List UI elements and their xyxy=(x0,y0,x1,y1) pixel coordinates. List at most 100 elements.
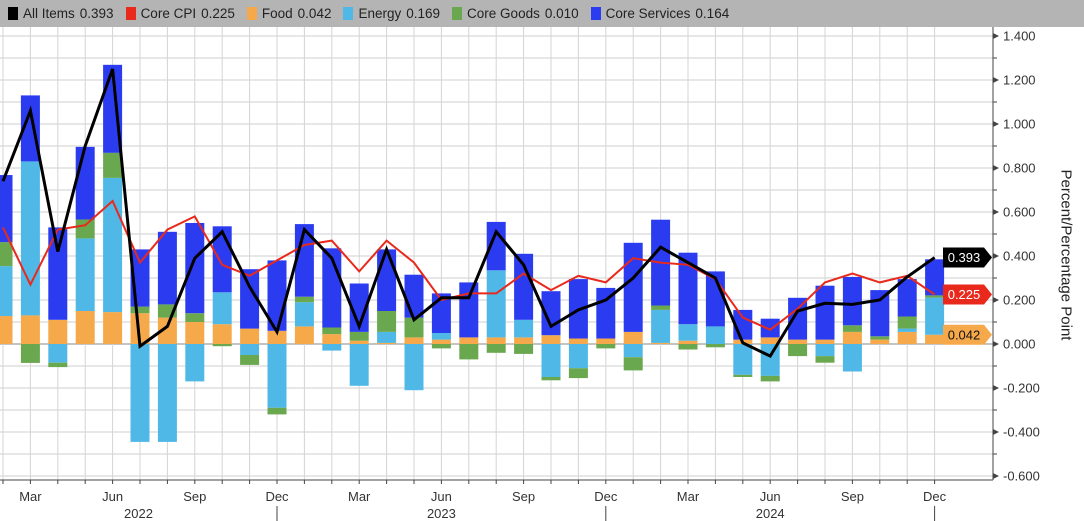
bar-services-2024-09 xyxy=(842,276,862,326)
bar-goods-2022-10 xyxy=(212,344,232,347)
bar-food-2023-01 xyxy=(294,326,314,344)
bar-food-2022-10 xyxy=(212,324,232,344)
bar-goods-2024-03 xyxy=(678,344,698,350)
line-all xyxy=(1,68,936,359)
bar-energy-2024-05 xyxy=(733,344,753,375)
last-value-label: 0.042 xyxy=(948,327,981,342)
bar-services-2022-04 xyxy=(48,227,68,320)
legend-swatch xyxy=(343,7,354,20)
y-tick-label: -0.600 xyxy=(1003,469,1040,484)
year-label: 2023 xyxy=(427,506,456,521)
bar-goods-2022-06 xyxy=(103,152,123,178)
bar-goods-2023-10 xyxy=(541,377,561,381)
x-tick-label: Jun xyxy=(760,489,781,504)
bar-energy-2024-02 xyxy=(651,309,671,343)
bar-services-2024-01 xyxy=(623,242,643,332)
bar-goods-2023-02 xyxy=(322,327,342,335)
bar-energy-2023-03 xyxy=(349,344,369,386)
y-tick-label: -0.200 xyxy=(1003,381,1040,396)
bar-food-2022-08 xyxy=(157,317,177,344)
bar-food-2024-06 xyxy=(760,337,780,344)
year-label: 2024 xyxy=(756,506,785,521)
bar-energy-2024-09 xyxy=(842,344,862,372)
bar-food-2022-06 xyxy=(103,312,123,344)
bar-food-2023-10 xyxy=(541,335,561,344)
bar-services-2022-03 xyxy=(20,95,40,162)
bar-food-2022-11 xyxy=(240,328,260,344)
y-tick-label: 1.000 xyxy=(1003,117,1036,132)
bar-energy-2023-06 xyxy=(431,333,451,340)
bar-energy-2022-05 xyxy=(75,238,95,311)
bar-food-2022-07 xyxy=(130,313,150,344)
y-tick-marker xyxy=(993,209,999,215)
bar-food-2024-11 xyxy=(897,331,917,344)
legend-item-energy: Energy 0.169 xyxy=(343,6,440,21)
last-value-label: 0.225 xyxy=(948,287,981,302)
legend-item-all: All Items 0.393 xyxy=(8,6,114,21)
bar-energy-2023-04 xyxy=(377,331,397,343)
legend-swatch xyxy=(246,7,257,20)
bar-goods-2024-10 xyxy=(870,336,890,340)
bar-services-2024-07 xyxy=(788,297,808,340)
y-tick-marker xyxy=(993,33,999,39)
legend-value: 0.164 xyxy=(695,6,730,21)
last-value-label: 0.393 xyxy=(948,250,981,265)
legend-item-services: Core Services 0.164 xyxy=(590,6,730,21)
legend-value: 0.393 xyxy=(79,6,114,21)
y-tick-marker xyxy=(993,297,999,303)
x-tick-label: Mar xyxy=(348,489,371,504)
last-value-badge xyxy=(943,284,992,305)
bar-food-2024-12 xyxy=(925,334,945,344)
bar-goods-2023-05 xyxy=(404,317,424,338)
bar-goods-2022-12 xyxy=(267,407,287,415)
bar-goods-2022-02 xyxy=(0,242,13,267)
legend-value: 0.169 xyxy=(406,6,441,21)
y-tick-label: 0.000 xyxy=(1003,337,1036,352)
bar-services-2024-06 xyxy=(760,318,780,338)
axis-background xyxy=(993,27,1084,521)
bar-goods-2024-06 xyxy=(760,375,780,382)
legend-label: Core Goods xyxy=(467,6,540,21)
bar-services-2024-12 xyxy=(925,259,945,296)
bar-goods-2023-04 xyxy=(377,311,397,332)
bar-goods-2022-04 xyxy=(48,362,68,368)
bar-food-2022-02 xyxy=(0,316,13,344)
legend-label: Core Services xyxy=(605,6,691,21)
bar-goods-2023-09 xyxy=(514,344,534,354)
bar-food-2022-12 xyxy=(267,330,287,344)
bar-goods-2023-12 xyxy=(596,344,616,349)
bar-energy-2024-06 xyxy=(760,344,780,376)
legend-item-food: Food 0.042 xyxy=(246,6,331,21)
bar-services-2022-05 xyxy=(75,146,95,220)
bar-food-2023-04 xyxy=(377,342,397,344)
legend-value: 0.010 xyxy=(544,6,579,21)
y-tick-marker xyxy=(993,429,999,435)
bar-goods-2024-09 xyxy=(842,325,862,332)
bar-food-2022-04 xyxy=(48,319,68,344)
bar-energy-2022-03 xyxy=(20,161,40,316)
bar-food-2023-06 xyxy=(431,339,451,344)
bar-goods-2023-06 xyxy=(431,344,451,349)
bar-goods-2022-07 xyxy=(130,306,150,314)
bar-goods-2022-11 xyxy=(240,355,260,365)
y-tick-label: 1.200 xyxy=(1003,73,1036,88)
legend-swatch xyxy=(125,7,136,20)
bar-energy-2022-08 xyxy=(157,344,177,442)
last-value-badge xyxy=(943,324,992,345)
last-value-badge xyxy=(943,247,992,268)
bar-energy-2022-11 xyxy=(240,344,260,355)
bar-food-2023-05 xyxy=(404,337,424,344)
bar-energy-2023-09 xyxy=(514,319,534,338)
x-tick-label: Dec xyxy=(594,489,618,504)
bar-goods-2023-11 xyxy=(568,368,588,379)
bar-energy-2024-03 xyxy=(678,324,698,341)
legend-label: Food xyxy=(261,6,293,21)
bar-energy-2024-12 xyxy=(925,297,945,335)
bar-goods-2022-05 xyxy=(75,219,95,239)
bar-energy-2022-06 xyxy=(103,177,123,313)
legend-swatch xyxy=(8,7,18,20)
x-tick-label: Dec xyxy=(923,489,947,504)
bar-food-2022-09 xyxy=(185,322,205,344)
bar-services-2022-11 xyxy=(240,269,260,329)
